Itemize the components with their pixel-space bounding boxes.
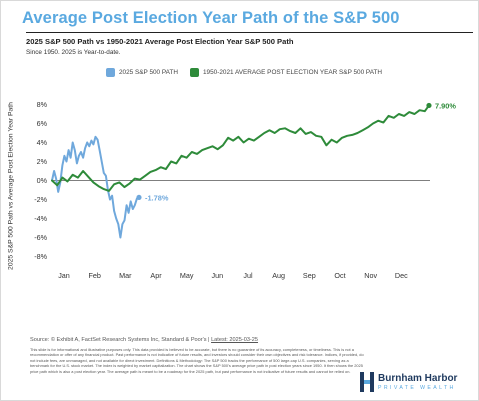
series-end-point-2025: [136, 194, 142, 201]
x-tick-label: Feb: [88, 271, 100, 280]
x-tick-label: Oct: [334, 271, 345, 280]
x-tick-label: Dec: [395, 271, 408, 280]
series-end-point-average: [426, 102, 432, 109]
end-label-2025: -1.78%: [145, 193, 169, 202]
logo-name: Burnham Harbor: [378, 373, 458, 384]
y-tick-label: -8%: [34, 252, 47, 261]
legend-item-2025: 2025 S&P 500 PATH: [106, 68, 178, 77]
end-label-average: 7.90%: [435, 101, 456, 110]
x-tick-label: Jan: [58, 271, 70, 280]
y-tick-label: 6%: [37, 119, 48, 128]
legend-swatch-average: [190, 68, 199, 77]
x-tick-label: Aug: [272, 271, 285, 280]
x-tick-label: Sep: [303, 271, 316, 280]
disclaimer-text: This slide is for informational and illu…: [30, 347, 364, 374]
x-tick-label: Nov: [364, 271, 377, 280]
legend-label-average: 1950-2021 AVERAGE POST ELECTION YEAR S&P…: [203, 69, 383, 76]
y-tick-label: 2%: [37, 157, 48, 166]
x-tick-label: Jul: [243, 271, 253, 280]
y-tick-label: -6%: [34, 233, 47, 242]
y-tick-label: 0%: [37, 176, 48, 185]
page-title: Average Post Election Year Path of the S…: [22, 9, 400, 27]
x-tick-label: May: [180, 271, 194, 280]
x-tick-label: Mar: [119, 271, 132, 280]
y-tick-label: 4%: [37, 138, 48, 147]
company-logo: Burnham Harbor PRIVATE WEALTH: [360, 372, 457, 392]
chart-subtitle: 2025 S&P 500 Path vs 1950-2021 Average P…: [26, 37, 294, 46]
source-date-link[interactable]: Latest: 2025-03-25: [211, 337, 259, 343]
logo-mark-icon: [360, 372, 374, 392]
logo-tagline: PRIVATE WEALTH: [378, 385, 456, 391]
legend-label-2025: 2025 S&P 500 PATH: [119, 69, 178, 76]
source-line: Source: © Exhibit A, FactSet Research Sy…: [30, 337, 258, 343]
legend-swatch-2025: [106, 68, 115, 77]
chart-note: Since 1950. 2025 is Year-to-date.: [26, 49, 121, 56]
x-tick-label: Jun: [212, 271, 224, 280]
title-divider: [26, 32, 473, 33]
y-tick-label: -2%: [34, 195, 47, 204]
y-tick-label: -4%: [34, 214, 47, 223]
x-tick-label: Apr: [150, 271, 162, 280]
series-line-average: [51, 104, 430, 192]
source-text: Source: © Exhibit A, FactSet Research Sy…: [30, 337, 212, 343]
y-tick-label: 8%: [37, 100, 48, 109]
line-chart: 8% 6% 4% 2% 0% -2% -4% -6% -8% Jan Feb Mar Apr May Jun…: [34, 100, 456, 280]
series-line-2025: [51, 135, 140, 239]
legend-item-average: 1950-2021 AVERAGE POST ELECTION YEAR S&P…: [190, 68, 382, 77]
